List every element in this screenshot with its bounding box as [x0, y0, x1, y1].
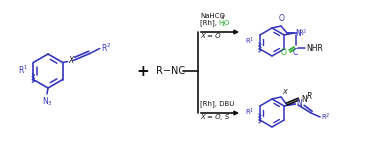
Text: N: N	[295, 29, 301, 37]
Text: 3: 3	[221, 15, 224, 20]
Text: 2: 2	[222, 22, 225, 27]
Text: N: N	[296, 100, 302, 108]
Text: R$^{2}$: R$^{2}$	[298, 27, 308, 39]
Text: C: C	[293, 48, 298, 57]
Text: N$_3$: N$_3$	[42, 95, 53, 107]
Text: O: O	[280, 47, 286, 56]
Text: +: +	[136, 64, 149, 78]
Text: R$^{2}$: R$^{2}$	[321, 111, 331, 123]
Text: R−NC: R−NC	[156, 66, 186, 76]
Text: [Rh], DBU: [Rh], DBU	[200, 100, 234, 107]
Text: [Rh],: [Rh],	[200, 19, 219, 26]
Text: R$^{1}$: R$^{1}$	[245, 106, 255, 118]
Text: O: O	[279, 14, 285, 23]
Text: X: X	[69, 56, 74, 65]
Text: X = O, S: X = O, S	[200, 114, 229, 120]
Text: R$^{1}$: R$^{1}$	[245, 35, 255, 47]
Text: R$^{2}$: R$^{2}$	[101, 41, 111, 54]
Text: X = O: X = O	[200, 33, 221, 39]
Text: R$^{1}$: R$^{1}$	[18, 64, 28, 76]
Text: X: X	[282, 89, 287, 95]
Text: R: R	[307, 91, 312, 101]
Text: O: O	[224, 20, 229, 26]
Text: N: N	[301, 96, 307, 105]
Text: H: H	[218, 20, 223, 26]
Text: NHR: NHR	[306, 44, 323, 52]
Text: NaHCO: NaHCO	[200, 13, 225, 19]
